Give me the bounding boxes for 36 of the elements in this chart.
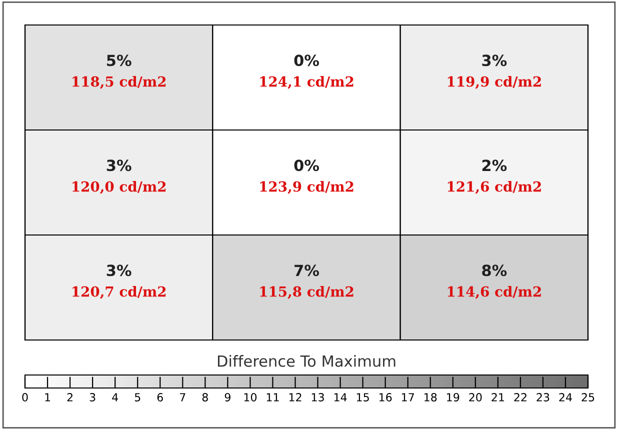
- color-bar-label: 6: [157, 393, 163, 402]
- color-bar-label: 24: [559, 393, 572, 402]
- data-label: 5% 118,5 cd/m2: [72, 54, 166, 89]
- color-bar-label: 11: [266, 393, 279, 402]
- color-bar-label: 13: [312, 393, 324, 402]
- color-bar-label: 4: [112, 393, 118, 402]
- data-label: 3% 120,7 cd/m2: [72, 264, 166, 299]
- color-bar-label: 14: [334, 393, 347, 402]
- color-bar-label: 22: [514, 393, 526, 402]
- color-bar-label: 10: [244, 393, 257, 402]
- data-label: 3% 119,9 cd/m2: [448, 54, 541, 89]
- color-bar-label: 9: [224, 393, 230, 402]
- color-bar-label: 25: [582, 393, 594, 402]
- color-bar-label: 20: [469, 393, 482, 402]
- color-bar-label: 8: [202, 393, 208, 402]
- color-bar-label: 0: [22, 393, 28, 402]
- data-label: 8% 114,6 cd/m2: [448, 264, 541, 299]
- color-bar-title: Difference To Maximum: [218, 355, 396, 367]
- color-bar-label: 2: [67, 393, 72, 402]
- color-bar-label: 18: [424, 393, 437, 402]
- color-bar-label: 15: [356, 393, 369, 402]
- color-bar-label: 21: [492, 393, 504, 402]
- color-bar-label: 1: [45, 393, 50, 402]
- color-bar-label: 3: [90, 393, 96, 402]
- data-label: 3% 120,0 cd/m2: [72, 160, 166, 194]
- color-bar-label: 17: [402, 393, 414, 402]
- color-bar-label: 12: [289, 393, 302, 402]
- color-bar-label: 19: [447, 393, 460, 402]
- color-bar-label: 7: [180, 393, 186, 402]
- color-bar-label: 16: [379, 393, 392, 402]
- color-bar-label: 5: [134, 393, 140, 402]
- data-label: 0% 124,1 cd/m2: [260, 54, 354, 89]
- data-label: 7% 115,8 cd/m2: [260, 264, 354, 299]
- color-bar-label: 23: [536, 393, 550, 402]
- data-label: 0% 123,9 cd/m2: [260, 160, 354, 194]
- data-label: 2% 121,6 cd/m2: [448, 160, 541, 194]
